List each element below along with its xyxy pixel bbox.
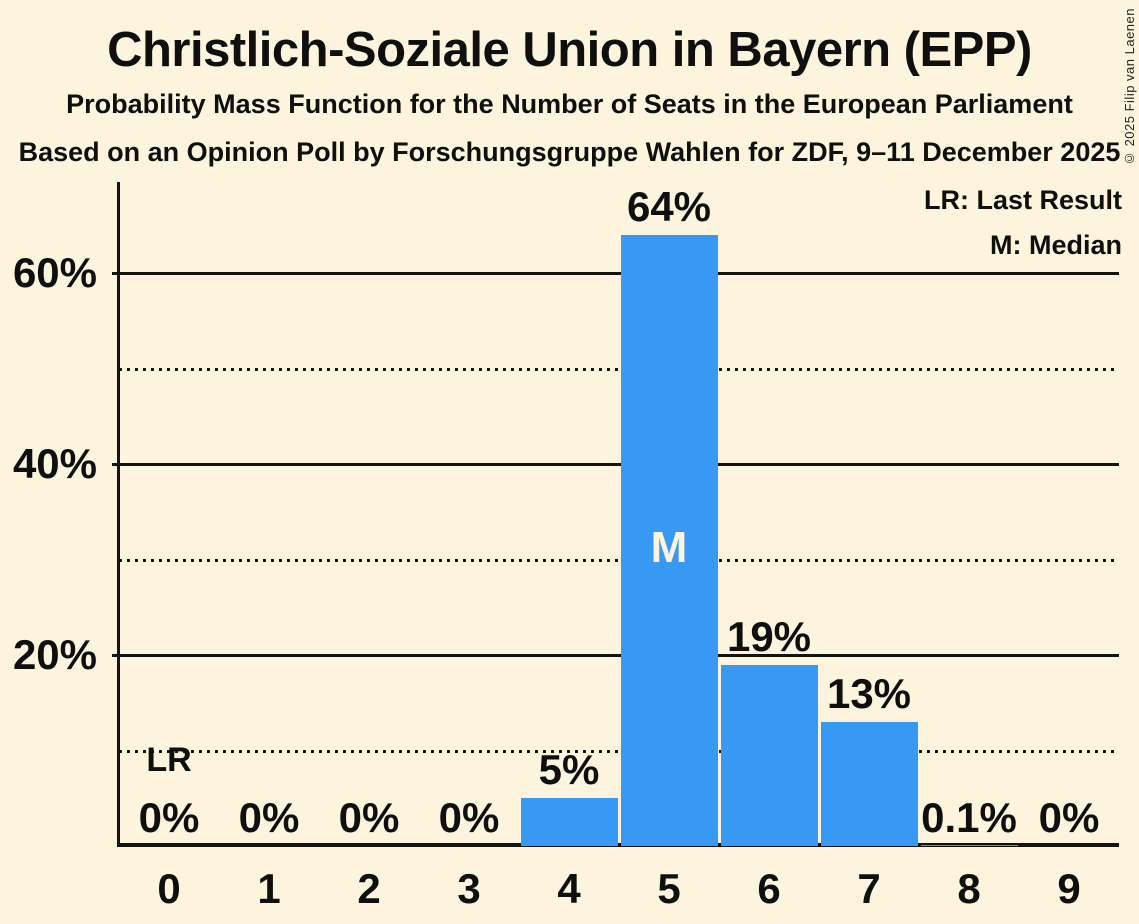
copyright-notice: © 2025 Filip van Laenen [1122,8,1137,167]
x-axis-label-1: 1 [257,865,281,912]
bar-seat-7 [820,722,918,846]
bar-value-label-3: 0% [438,794,500,841]
bar-value-label-2: 0% [338,794,400,841]
bar-seat-6 [720,665,818,846]
bar-seat-4 [520,798,618,846]
x-axis-line [117,843,1119,847]
bar-value-label-0: 0% [138,794,200,841]
chart-subtitle-poll: Based on an Opinion Poll by Forschungsgr… [18,137,1121,167]
x-axis-label-2: 2 [357,865,381,912]
gridline-solid-20 [112,654,1119,657]
gridline-dotted-50 [119,367,1119,371]
gridline-solid-60 [112,272,1119,275]
y-axis-label-20: 20% [12,631,97,678]
bar-seat-5 [620,235,718,846]
x-axis-label-0: 0 [157,865,181,912]
x-axis-label-9: 9 [1057,865,1081,912]
gridline-dotted-10 [119,749,1119,753]
last-result-marker: LR [146,741,192,779]
bar-value-label-6: 19% [726,613,812,660]
chart-subtitle-pmf: Probability Mass Function for the Number… [66,89,1073,119]
bar-value-label-1: 0% [238,794,300,841]
legend-median: M: Median [990,230,1122,260]
gridline-solid-40 [112,463,1119,466]
x-axis-label-8: 8 [957,865,981,912]
bar-seat-8 [920,845,1018,846]
bar-value-label-5: 64% [626,183,712,230]
bar-value-label-9: 0% [1038,794,1100,841]
chart-title: Christlich-Soziale Union in Bayern (EPP) [107,23,1032,77]
bar-value-label-8: 0.1% [921,794,1017,841]
median-marker: M [650,523,688,572]
x-axis-label-6: 6 [757,865,781,912]
y-axis-label-60: 60% [12,249,97,296]
y-axis-label-40: 40% [12,440,97,487]
x-axis-label-3: 3 [457,865,481,912]
legend-last-result: LR: Last Result [923,185,1122,215]
bar-value-label-7: 13% [826,670,912,717]
x-axis-label-7: 7 [857,865,881,912]
gridline-dotted-30 [119,558,1119,562]
x-axis-label-5: 5 [657,865,681,912]
bar-value-label-4: 5% [538,746,600,793]
y-axis-line [117,182,120,847]
x-axis-label-4: 4 [557,865,581,912]
